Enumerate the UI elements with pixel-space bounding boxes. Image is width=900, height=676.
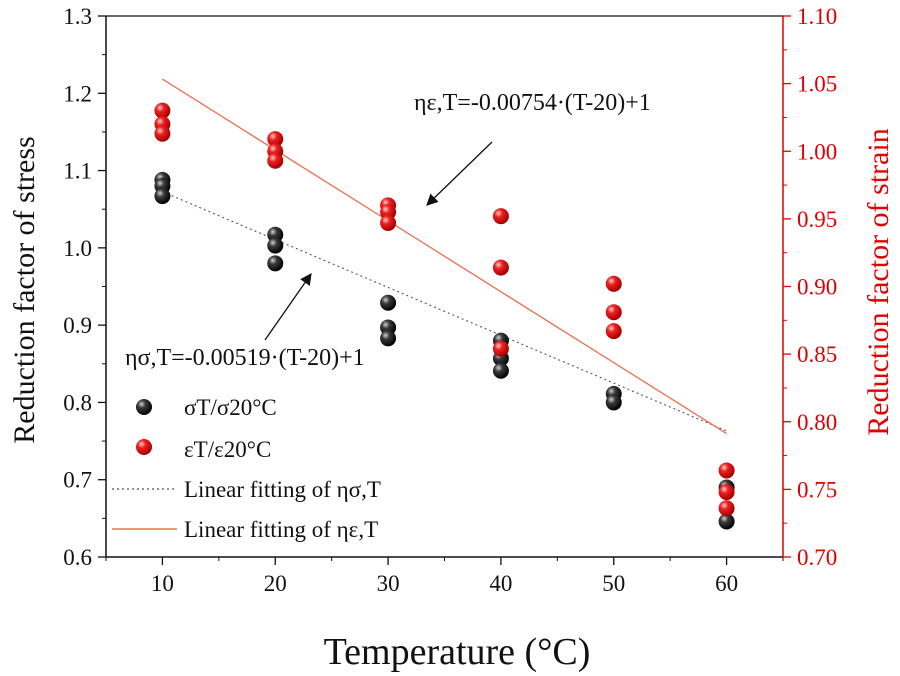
axis-ticks: 10 20 30 40 50 60 0.6 0.7 0.8 0.9 1.0 1.1 1.2 1.3 0.70… — [63, 4, 837, 596]
eps-point — [718, 462, 735, 479]
eps-point — [605, 275, 622, 292]
arrow-eps — [426, 141, 493, 206]
y-right-tick-label: 0.90 — [797, 275, 837, 300]
legend: σT/σ20°C εT/ε20°C Linear fitting of ησ,T… — [112, 395, 381, 542]
y-axis-title-left: Reduction factor of stress — [8, 136, 41, 443]
equation-eps: ηε,T=-0.00754·(T-20)+1 — [414, 90, 651, 116]
fit-lines — [162, 78, 727, 435]
y-right-tick-label: 1.00 — [797, 139, 837, 164]
legend-label-sigma: σT/σ20°C — [184, 395, 277, 420]
eps-point — [380, 214, 397, 231]
eps-point — [492, 340, 509, 357]
data-points — [154, 102, 735, 530]
x-tick-label: 20 — [264, 571, 287, 596]
legend-marker-eps — [136, 439, 152, 455]
y-left-tick-label: 1.3 — [63, 4, 92, 29]
legend-label-eps: εT/ε20°C — [184, 437, 271, 462]
x-tick-label: 60 — [715, 571, 738, 596]
eps-point — [154, 125, 171, 142]
x-tick-label: 10 — [151, 571, 174, 596]
y-left-tick-label: 1.1 — [63, 159, 92, 184]
fit-line-eps — [162, 78, 727, 435]
sigma-point — [154, 188, 171, 205]
eps-point — [718, 484, 735, 501]
y-axis-title-right: Reduction factor of strain — [862, 128, 895, 435]
eps-point — [154, 102, 171, 119]
x-tick-label: 30 — [377, 571, 400, 596]
y-right-tick-label: 1.05 — [797, 72, 837, 97]
fit-line-sigma — [162, 191, 727, 432]
x-axis-title: Temperature (°C) — [324, 631, 591, 673]
eps-point — [492, 259, 509, 276]
y-right-tick-label: 0.95 — [797, 207, 837, 232]
y-left-tick-label: 0.7 — [63, 468, 92, 493]
sigma-point — [605, 394, 622, 411]
sigma-point — [718, 513, 735, 530]
legend-label-eps-fit: Linear fitting of ηε,T — [184, 517, 378, 542]
legend-label-sigma-fit: Linear fitting of ησ,T — [184, 477, 381, 502]
y-left-tick-label: 0.9 — [63, 313, 92, 338]
equation-sigma: ησ,T=-0.00519·(T-20)+1 — [125, 345, 365, 371]
y-left-tick-label: 0.6 — [63, 545, 92, 570]
y-left-tick-label: 1.2 — [63, 81, 92, 106]
eps-point — [267, 131, 284, 148]
eps-point — [267, 152, 284, 169]
y-right-tick-label: 0.80 — [797, 410, 837, 435]
eps-point — [605, 323, 622, 340]
y-right-tick-label: 0.75 — [797, 477, 837, 502]
eps-point — [605, 304, 622, 321]
x-tick-label: 50 — [602, 571, 625, 596]
sigma-point — [380, 330, 397, 347]
legend-marker-sigma — [136, 399, 152, 415]
sigma-point — [267, 255, 284, 272]
sigma-point — [380, 294, 397, 311]
arrow-sigma — [264, 273, 312, 341]
y-right-tick-label: 0.70 — [797, 545, 837, 570]
eps-point — [492, 208, 509, 225]
sigma-point — [267, 237, 284, 254]
eps-point — [718, 500, 735, 517]
y-right-tick-label: 1.10 — [797, 4, 837, 29]
x-tick-label: 40 — [489, 571, 512, 596]
sigma-point — [492, 362, 509, 379]
y-left-tick-label: 0.8 — [63, 390, 92, 415]
y-left-tick-label: 1.0 — [63, 236, 92, 261]
y-right-tick-label: 0.85 — [797, 342, 837, 367]
